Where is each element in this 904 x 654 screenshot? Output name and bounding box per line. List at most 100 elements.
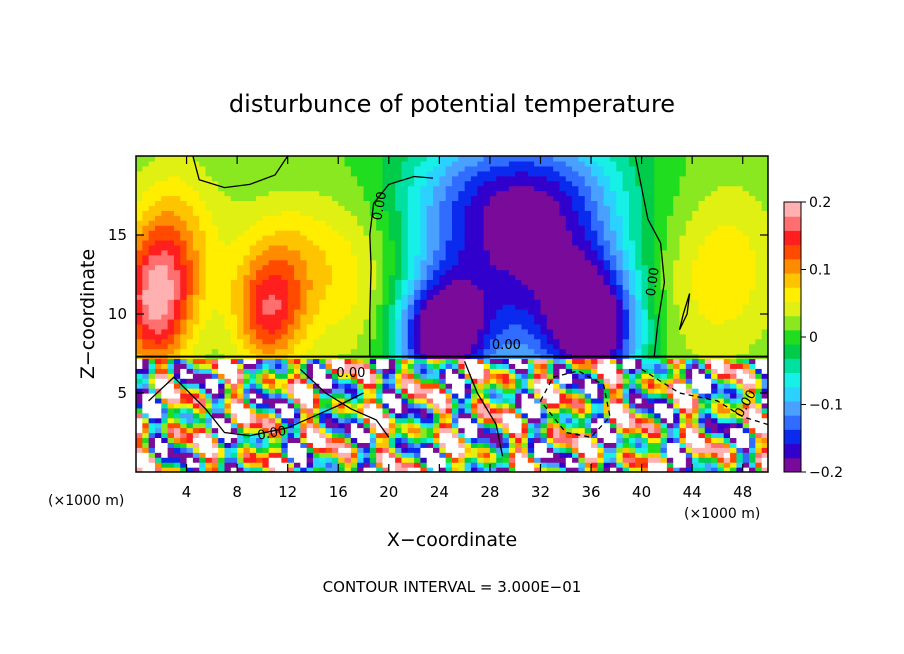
field-cell [249, 269, 257, 276]
field-cell [205, 299, 213, 305]
field-cell [666, 348, 674, 355]
field-cell [331, 230, 339, 236]
field-cell [704, 363, 712, 369]
field-cell [603, 309, 611, 315]
field-cell [553, 299, 561, 305]
field-cell [344, 259, 352, 266]
field-cell [572, 225, 579, 231]
field-cell [306, 462, 314, 468]
field-cell [508, 264, 516, 271]
field-cell [692, 235, 700, 241]
field-cell [136, 289, 143, 295]
field-cell [679, 363, 687, 369]
field-cell [616, 383, 624, 389]
field-cell [603, 289, 611, 295]
field-cell [666, 244, 674, 251]
field-cell [711, 309, 719, 315]
field-cell [666, 388, 674, 394]
field-cell [300, 299, 308, 305]
field-cell [325, 318, 333, 325]
field-cell [148, 388, 156, 394]
field-cell [578, 447, 586, 453]
field-cell [723, 462, 731, 468]
field-cell [591, 323, 598, 330]
field-cell [572, 284, 579, 290]
field-cell [420, 294, 428, 300]
field-cell [230, 452, 238, 458]
field-cell [477, 452, 485, 458]
field-cell [603, 462, 611, 468]
field-cell [616, 323, 624, 330]
field-cell [192, 412, 200, 419]
field-cell [243, 452, 251, 458]
field-cell [173, 299, 181, 305]
field-cell [275, 373, 282, 379]
field-cell [553, 363, 561, 369]
field-cell [597, 412, 605, 419]
field-cell [199, 318, 207, 325]
field-cell [546, 264, 554, 271]
field-cell [534, 417, 542, 424]
field-cell [414, 388, 421, 394]
field-cell [338, 318, 346, 325]
field-cell [635, 235, 643, 241]
field-cell [357, 343, 365, 350]
field-cell [186, 383, 194, 389]
field-cell [483, 230, 491, 236]
field-cell [458, 323, 466, 330]
field-cell [736, 333, 744, 340]
field-cell [452, 318, 459, 325]
field-cell [167, 462, 175, 468]
field-cell [685, 244, 693, 251]
field-cell [401, 388, 409, 394]
field-cell [142, 318, 150, 325]
field-cell [344, 254, 352, 261]
field-cell [578, 393, 586, 399]
field-cell [243, 294, 251, 300]
field-cell [660, 417, 668, 424]
field-cell [192, 314, 200, 320]
field-cell [275, 289, 282, 295]
field-cell [211, 259, 219, 266]
field-cell [572, 235, 579, 241]
field-cell [559, 422, 567, 429]
field-cell [673, 299, 681, 305]
field-cell [148, 279, 156, 285]
field-cell [395, 333, 403, 340]
field-cell [622, 284, 630, 290]
field-cell [167, 338, 175, 345]
field-cell [388, 343, 396, 350]
field-cell [749, 274, 756, 281]
field-cell [698, 348, 706, 355]
field-cell [603, 249, 611, 256]
field-cell [755, 417, 763, 424]
field-cell [452, 230, 459, 236]
field-cell [711, 314, 719, 320]
field-cell [666, 338, 674, 345]
field-cell [420, 378, 428, 384]
field-cell [647, 304, 655, 310]
field-cell [622, 422, 630, 429]
field-cell [262, 338, 270, 345]
field-cell [711, 393, 719, 399]
field-cell [553, 422, 561, 429]
field-cell [369, 264, 377, 271]
field-cell [723, 230, 731, 236]
field-cell [666, 447, 674, 453]
field-cell [761, 422, 768, 429]
field-cell [761, 318, 768, 325]
field-cell [395, 358, 403, 364]
field-cell [173, 235, 181, 241]
field-cell [546, 259, 554, 266]
field-cell [300, 373, 308, 379]
field-cell [205, 417, 213, 424]
field-cell [192, 393, 200, 399]
field-cell [439, 299, 447, 305]
field-cell [136, 457, 143, 463]
field-cell [376, 230, 384, 236]
field-cell [268, 259, 276, 266]
field-cell [167, 442, 175, 448]
field-cell [439, 378, 447, 384]
field-cell [654, 230, 662, 236]
field-cell [540, 368, 548, 374]
